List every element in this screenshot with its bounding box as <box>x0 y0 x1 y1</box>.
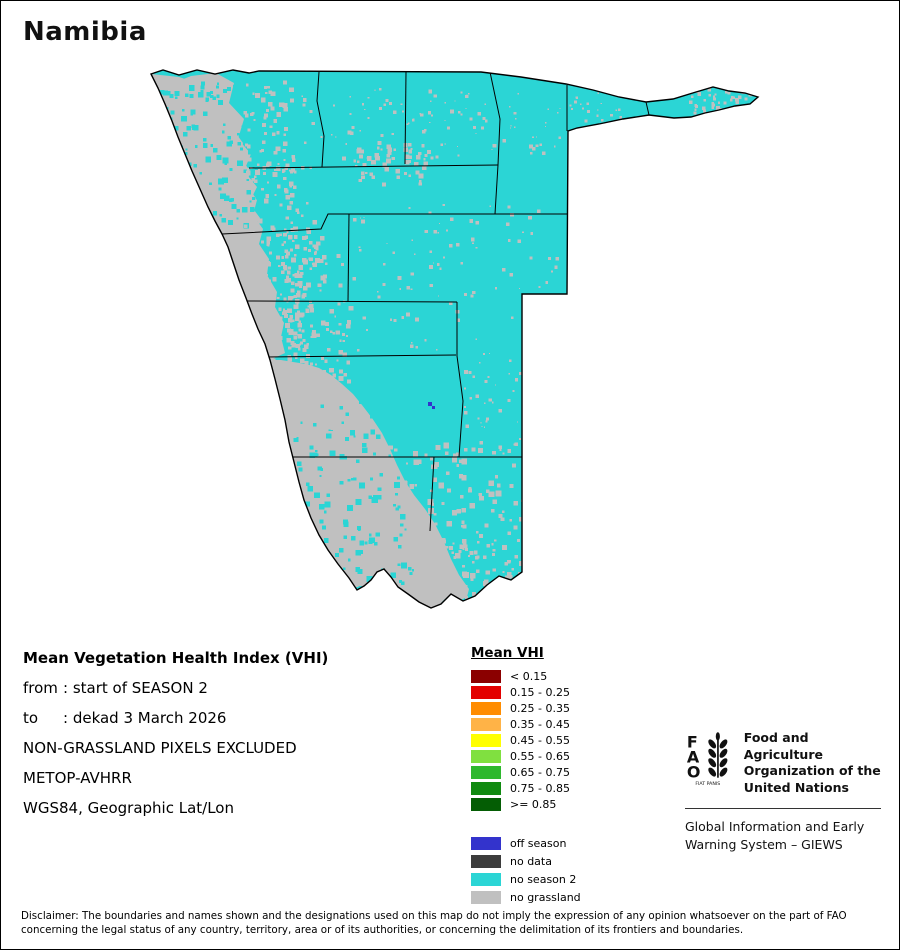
fao-motto: FIAT PANIS <box>695 781 720 787</box>
fao-org-name: Food and Agriculture Organization of the… <box>744 727 883 796</box>
legend-label: 0.35 - 0.45 <box>510 717 570 731</box>
info-projection-line: WGS84, Geographic Lat/Lon <box>23 799 234 817</box>
legend-swatch <box>471 872 501 886</box>
info-from-line: from : start of SEASON 2 <box>23 673 328 703</box>
giews-line: Global Information and Early <box>685 819 865 834</box>
from-value: : start of SEASON 2 <box>63 679 208 697</box>
legend: Mean VHI < 0.15 0.15 - 0.25 0.25 - 0.35 0.3… <box>471 645 581 906</box>
fao-giews-block: F A O FIAT PANIS Food and Agr <box>685 727 883 853</box>
legend-row: 0.35 - 0.45 <box>471 716 581 732</box>
fao-org-line: Food and Agriculture <box>743 730 823 762</box>
legend-swatch <box>471 836 501 850</box>
fao-letter: O <box>687 763 701 782</box>
giews-line: Warning System – GIEWS <box>685 836 843 852</box>
country-border <box>150 69 760 609</box>
off-season-pixel <box>432 406 435 409</box>
map-info-block: Mean Vegetation Health Index (VHI) from:… <box>23 643 328 823</box>
legend-swatch <box>471 854 501 868</box>
legend-swatch <box>471 890 501 904</box>
legend-swatch <box>471 781 501 795</box>
fao-logo: F A O FIAT PANIS <box>687 732 728 787</box>
legend-swatch <box>471 669 501 683</box>
legend-row: 0.55 - 0.65 <box>471 748 581 764</box>
legend-row: off season <box>471 834 581 852</box>
disclaimer-text: Disclaimer: The boundaries and names sho… <box>21 910 847 937</box>
legend-label: no data <box>510 854 552 868</box>
legend-row: >= 0.85 <box>471 796 581 812</box>
from-label: from <box>23 679 58 697</box>
legend-label: < 0.15 <box>510 669 548 683</box>
page-title: Namibia <box>23 17 147 47</box>
off-season-pixel <box>428 402 432 406</box>
no-grassland-northwest-zone <box>166 73 260 241</box>
legend-label: 0.15 - 0.25 <box>510 685 570 699</box>
legend-label: no season 2 <box>510 872 577 886</box>
legend-row: 0.45 - 0.55 <box>471 732 581 748</box>
legend-label: no grassland <box>510 890 581 904</box>
legend-row: 0.75 - 0.85 <box>471 780 581 796</box>
info-sensor-line: METOP-AVHRR <box>23 769 132 787</box>
legend-swatch <box>471 797 501 811</box>
legend-label: 0.75 - 0.85 <box>510 781 570 795</box>
legend-label: 0.25 - 0.35 <box>510 701 570 715</box>
fao-org-line: Organization of the <box>743 763 881 778</box>
legend-swatch <box>471 765 501 779</box>
legend-row: 0.65 - 0.75 <box>471 764 581 780</box>
info-heading: Mean Vegetation Health Index (VHI) <box>23 649 329 667</box>
region-boundaries <box>221 71 650 532</box>
footer-divider <box>685 808 881 809</box>
fao-letter: F <box>687 733 698 752</box>
legend-label: off season <box>510 836 567 850</box>
legend-row: < 0.15 <box>471 668 581 684</box>
giews-label: Global Information and Early Warning Sys… <box>685 818 883 853</box>
info-exclusion-line: NON-GRASSLAND PIXELS EXCLUDED <box>23 739 297 757</box>
legend-label: 0.55 - 0.65 <box>510 749 570 763</box>
legend-other-classes: off season no data no season 2 no grassland <box>471 834 581 906</box>
legend-swatch <box>471 749 501 763</box>
legend-row: 0.15 - 0.25 <box>471 684 581 700</box>
legend-label: 0.65 - 0.75 <box>510 765 570 779</box>
legend-swatch <box>471 701 501 715</box>
info-to-line: to : dekad 3 March 2026 <box>23 703 328 733</box>
legend-swatch <box>471 717 501 731</box>
fao-letter: A <box>687 748 700 767</box>
legend-row: 0.25 - 0.35 <box>471 700 581 716</box>
mottled-pixels <box>159 80 758 605</box>
legend-title: Mean VHI <box>471 645 544 661</box>
legend-label: >= 0.85 <box>510 797 557 811</box>
legend-swatch <box>471 733 501 747</box>
to-value: : dekad 3 March 2026 <box>63 709 227 727</box>
to-label: to <box>23 709 39 727</box>
fao-logo-row: F A O FIAT PANIS Food and Agr <box>685 727 883 796</box>
legend-row: no season 2 <box>471 870 581 888</box>
legend-row: no data <box>471 852 581 870</box>
legend-swatch <box>471 685 501 699</box>
fao-org-line: United Nations <box>743 779 849 795</box>
legend-label: 0.45 - 0.55 <box>510 733 570 747</box>
legend-row: no grassland <box>471 888 581 906</box>
legend-vhi-classes: < 0.15 0.15 - 0.25 0.25 - 0.35 0.35 - 0.45 0… <box>471 668 581 812</box>
